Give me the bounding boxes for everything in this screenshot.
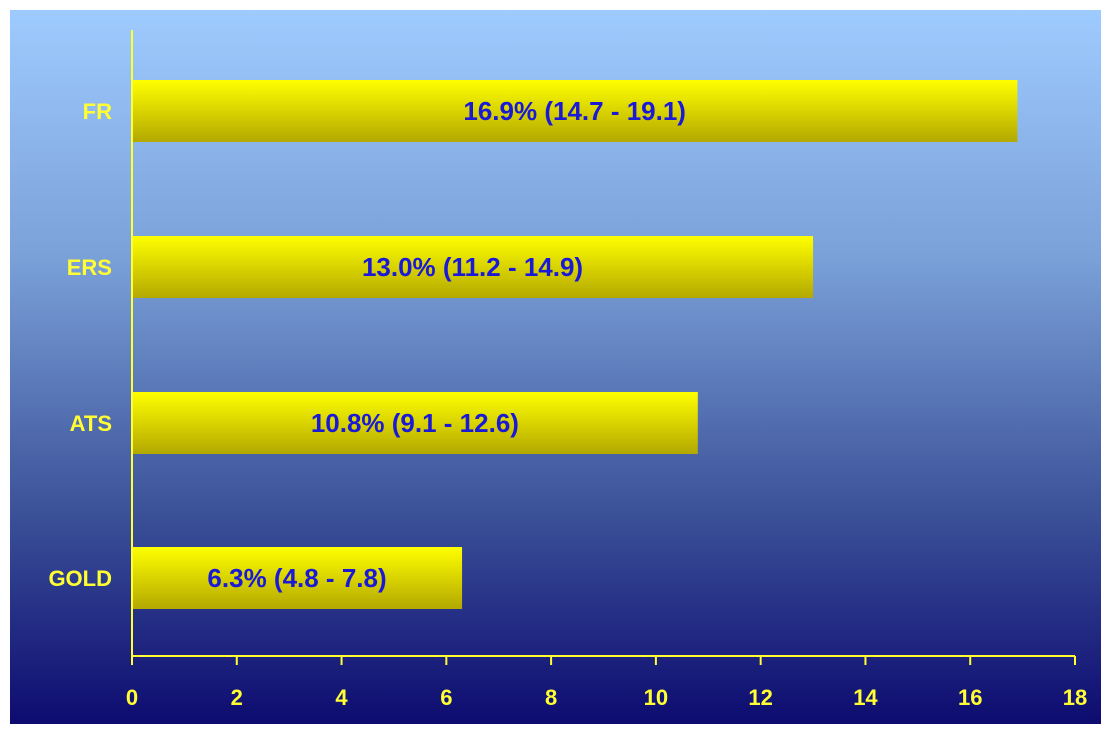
bar-fr [132,80,1018,142]
category-label-fr: FR [83,99,112,124]
axes-group [131,30,1076,665]
x-tick-label-12: 12 [748,685,772,710]
x-tick-label-4: 4 [335,685,348,710]
bar-ers [132,236,814,298]
data-label-ats: 10.8% (9.1 - 12.6) [311,408,519,438]
category-label-gold: GOLD [48,566,112,591]
x-tick-label-2: 2 [231,685,243,710]
category-label-ats: ATS [70,411,112,436]
data-label-ers: 13.0% (11.2 - 14.9) [362,252,583,282]
data-label-gold: 6.3% (4.8 - 7.8) [207,563,386,593]
x-tick-label-16: 16 [958,685,982,710]
x-tick-label-14: 14 [853,685,878,710]
bar-gold [132,547,463,609]
labels-group: 16.9% (14.7 - 19.1) FR 13.0% (11.2 - 14.9)… [48,96,1087,710]
x-tick-label-18: 18 [1063,685,1087,710]
x-tick-label-6: 6 [440,685,452,710]
x-tick-label-8: 8 [545,685,557,710]
data-label-fr: 16.9% (14.7 - 19.1) [463,96,686,126]
bar-ats [132,392,698,454]
x-tick-label-0: 0 [126,685,138,710]
x-tick-label-10: 10 [644,685,668,710]
bars-group [132,80,1018,609]
category-label-ers: ERS [67,255,112,280]
